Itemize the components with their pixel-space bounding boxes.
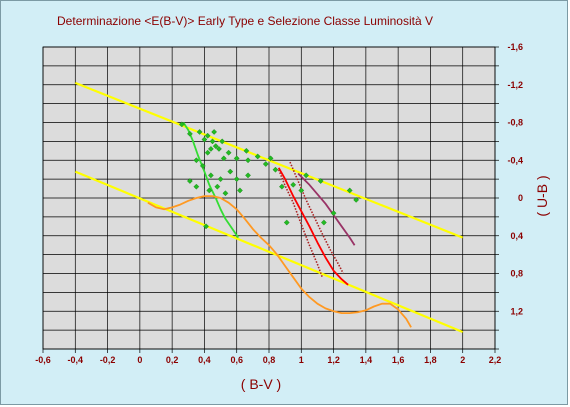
data-point: [219, 138, 226, 145]
y-tick-label: 0,4: [510, 231, 523, 241]
data-point: [208, 146, 214, 152]
series-line-purple-7: [297, 172, 356, 246]
data-point: [204, 149, 211, 156]
data-point: [201, 136, 208, 143]
data-point: [193, 157, 200, 164]
y-tick-label: -0,8: [507, 118, 523, 128]
data-point: [245, 157, 251, 164]
y-tick-label: -0,4: [507, 155, 523, 165]
y-tick-label: 0,8: [510, 269, 523, 279]
data-point: [217, 176, 224, 183]
data-point: [346, 187, 353, 194]
x-tick-label: 1,2: [327, 355, 340, 365]
data-point: [233, 155, 240, 162]
data-point: [267, 155, 274, 162]
data-point: [272, 166, 279, 173]
data-point: [279, 183, 285, 190]
data-point: [317, 178, 324, 184]
x-tick-label: 0,6: [230, 355, 243, 365]
data-point: [321, 219, 327, 226]
series-line-dotted-6: [289, 161, 345, 274]
data-point: [330, 210, 337, 216]
x-tick-label: 1,4: [360, 355, 373, 365]
data-point: [209, 138, 216, 145]
y-tick-label: 0: [518, 193, 523, 203]
x-tick-labels: -0,6 -0,4 -0,2 0 0,2 0,4 0,6 0,8 1 1,2 1,4 1,6 1,8 2 2…: [35, 355, 501, 365]
data-point: [206, 187, 213, 194]
data-point: [237, 187, 243, 194]
data-point: [187, 178, 193, 184]
data-point: [290, 181, 297, 188]
data-point: [193, 183, 200, 190]
series-line-yellow-0: [74, 81, 464, 239]
x-axis-label: ( B-V ): [241, 376, 281, 392]
data-point: [208, 172, 214, 179]
x-tick-label: 1: [299, 355, 304, 365]
series-line-orange-3: [147, 195, 412, 328]
x-tick-label: -0,6: [35, 355, 51, 365]
data-point: [303, 172, 310, 179]
data-point: [225, 149, 232, 156]
data-point: [298, 187, 305, 194]
data-point: [212, 143, 219, 149]
data-point: [245, 172, 251, 179]
series-group: [74, 81, 464, 334]
series-line-yellow-1: [74, 170, 464, 334]
chart-title: Determinazione <E(B-V)> Early Type e Sel…: [57, 14, 433, 28]
data-point: [233, 176, 240, 183]
data-point: [199, 163, 206, 169]
data-point: [222, 190, 229, 197]
x-tick-label: 0,4: [198, 355, 211, 365]
x-tick-label: -0,2: [100, 355, 116, 365]
data-point: [214, 183, 221, 190]
y-tick-labels: -1,6 -1,2 -0,8 -0,4 0 0,4 0,8 1,2: [507, 42, 523, 316]
data-point: [220, 155, 227, 162]
x-tick-label: 2,2: [489, 355, 502, 365]
data-point: [254, 153, 261, 160]
data-point: [353, 197, 360, 203]
x-tick-label: -0,4: [68, 355, 84, 365]
data-point: [203, 223, 209, 230]
data-point: [178, 121, 185, 128]
data-point: [211, 129, 217, 135]
data-point: [204, 132, 211, 139]
x-tick-label: 2: [460, 355, 465, 365]
x-tick-label: 1,6: [392, 355, 405, 365]
y-tick-label: -1,6: [507, 42, 523, 52]
x-tick-label: 1,8: [424, 355, 437, 365]
series-line-dotted-5: [277, 169, 324, 278]
data-point: [283, 219, 290, 226]
data-point: [262, 161, 269, 167]
y-axis-label: ( U-B ): [534, 175, 550, 216]
x-tick-label: 0: [137, 355, 142, 365]
data-point: [196, 129, 203, 135]
y-tick-label: 1,2: [510, 306, 523, 316]
data-point: [227, 168, 234, 175]
x-tick-label: 0,8: [263, 355, 276, 365]
data-point: [216, 146, 222, 152]
series-line-green-2: [182, 122, 240, 239]
data-point: [243, 147, 250, 154]
data-point: [187, 130, 193, 137]
series-line-red-4: [277, 167, 349, 286]
x-tick-label: 0,2: [166, 355, 179, 365]
y-tick-label: -1,2: [507, 80, 523, 90]
